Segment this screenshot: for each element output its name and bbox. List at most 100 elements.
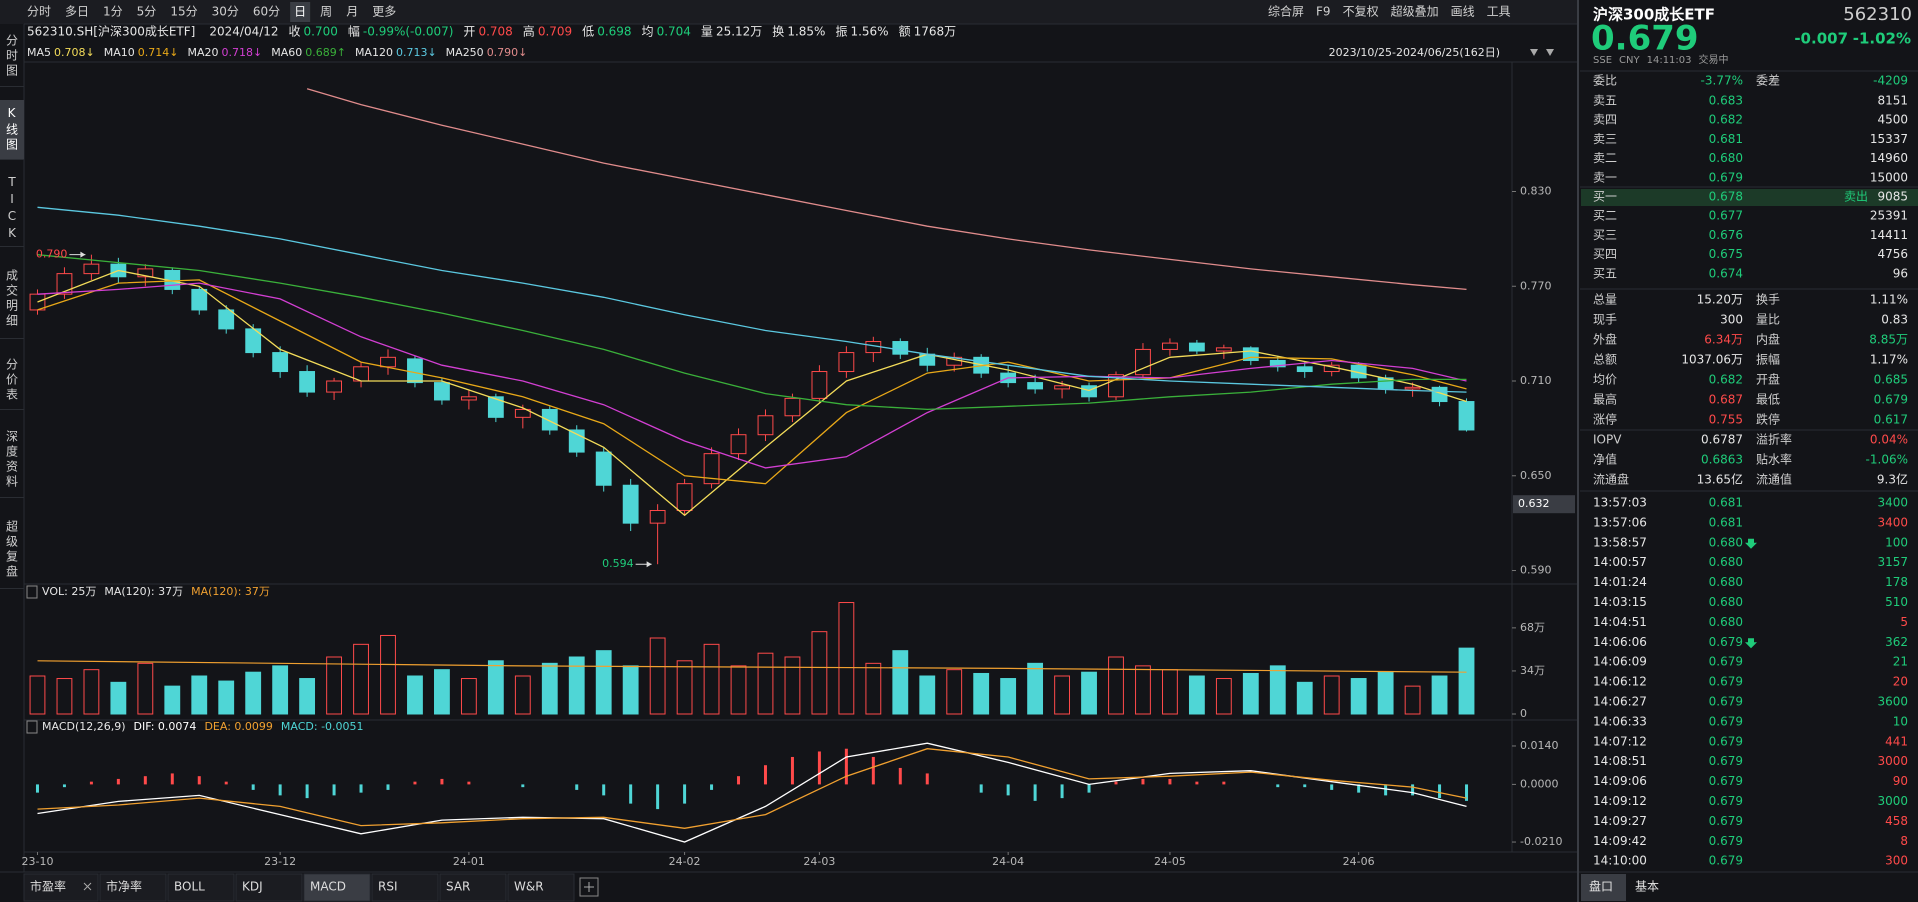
trade-time: 14:10:00 [1593, 854, 1647, 868]
volume-bar [1404, 685, 1421, 715]
panel-tab[interactable]: 基本 [1635, 880, 1659, 894]
annotation-arrowhead [646, 561, 652, 568]
side-tab[interactable]: TICK [0, 171, 24, 247]
trade-time: 13:57:03 [1593, 496, 1647, 510]
stat-label: 总额 [1593, 353, 1617, 367]
period-button[interactable]: 60分 [253, 5, 280, 19]
volume-bar [83, 669, 100, 715]
trade-time: 14:06:06 [1593, 635, 1647, 649]
trade-price: 0.679 [1709, 854, 1743, 868]
indicator-tab[interactable]: RSI [378, 880, 398, 894]
indicator-tab[interactable]: W&R [514, 880, 544, 894]
candle-body [541, 408, 558, 431]
x-tick-label: 24-01 [453, 855, 485, 868]
ask-label: 卖五 [1593, 94, 1617, 108]
stat-label: 内盘 [1756, 332, 1780, 347]
candle-body [1054, 385, 1070, 390]
y-tick-label: 0.590 [1520, 564, 1552, 577]
period-button[interactable]: 周 [320, 5, 332, 19]
candle-body [137, 268, 154, 278]
bid-price: 0.678 [1709, 190, 1743, 204]
indicator-tab[interactable]: KDJ [242, 880, 263, 894]
stat-value: -3.77% [1701, 74, 1743, 88]
trade-volume: 510 [1885, 595, 1908, 609]
quote-field-label: 额 [899, 25, 911, 39]
volume-bar [1000, 678, 1017, 715]
dropdown-icon [1530, 49, 1538, 56]
volume-bar [487, 660, 504, 715]
help-icon [26, 585, 38, 599]
panel-tab-bg[interactable] [1581, 874, 1626, 901]
panel-tab[interactable]: 盘口 [1589, 879, 1613, 894]
period-button[interactable]: 30分 [212, 5, 239, 19]
quote-change-pct: -1.02% [1853, 30, 1911, 48]
quote-field-label: 量 [701, 25, 713, 39]
indicator-tab-bg[interactable] [99, 873, 167, 902]
add-tab-icon [584, 882, 594, 892]
tool-button[interactable]: 不复权 [1343, 5, 1379, 19]
tool-button[interactable]: F9 [1316, 5, 1331, 19]
indicator-tab-bg[interactable] [167, 873, 235, 902]
volume-bar [676, 660, 693, 715]
indicator-tab[interactable]: MACD [310, 880, 346, 894]
side-tab[interactable]: 分价表 [0, 352, 24, 410]
side-tab[interactable]: K线图 [0, 100, 24, 160]
indicator-tab[interactable]: SAR [446, 880, 470, 894]
candle-body [1404, 386, 1421, 390]
indicator-tab-bg[interactable] [439, 873, 507, 902]
volume-bar [1431, 675, 1448, 715]
indicator-tab[interactable]: BOLL [174, 880, 205, 894]
period-button[interactable]: 15分 [170, 5, 197, 19]
volume-bar [1350, 678, 1367, 715]
period-button[interactable]: 多日 [65, 5, 89, 19]
tool-button[interactable]: 画线 [1451, 5, 1475, 19]
add-tab-icon[interactable] [579, 877, 599, 897]
dropdown-icon [1546, 49, 1554, 56]
stat-value: 9.3亿 [1877, 472, 1908, 487]
y-tick-label: 68万 [1520, 621, 1545, 634]
period-button[interactable]: 月 [346, 5, 358, 19]
bid-label: 买四 [1593, 247, 1617, 261]
tool-button[interactable]: 超级叠加 [1391, 4, 1439, 19]
trade-price: 0.679 [1709, 814, 1743, 828]
side-tab[interactable]: 分时图 [0, 27, 24, 87]
period-button[interactable]: 1分 [103, 5, 123, 19]
side-tab[interactable]: 深度资料 [0, 422, 24, 498]
indicator-tab-bg[interactable] [235, 873, 303, 902]
line [37, 748, 1467, 829]
ask-label: 卖二 [1593, 151, 1617, 165]
annotation-label: 0.790 [36, 248, 68, 261]
indicator-tab-bg[interactable] [303, 873, 371, 902]
period-button[interactable]: 日 [294, 5, 306, 19]
indicator-tab[interactable]: 市净率 [106, 879, 142, 894]
indicator-tab-bg[interactable] [23, 873, 99, 902]
trade-volume: 3400 [1877, 496, 1908, 510]
trade-price: 0.679 [1709, 834, 1743, 848]
quote-date: 2024/04/12 [209, 25, 278, 39]
panel-tab-bg[interactable] [1627, 874, 1672, 901]
tool-button[interactable]: 工具 [1487, 5, 1511, 19]
period-button[interactable]: 分时 [27, 5, 51, 19]
y-tick-label: -0.0210 [1520, 835, 1562, 848]
candle-body [487, 396, 504, 418]
candle-body [1215, 347, 1232, 352]
legend-text: MACD(12,26,9) [42, 720, 126, 733]
side-tab[interactable]: 成交明细 [0, 259, 24, 339]
quote-field-value: 25.12万 [716, 25, 762, 39]
volume-bar [757, 652, 774, 715]
tool-button[interactable]: 综合屏 [1268, 4, 1304, 19]
bid-volume: 96 [1893, 266, 1908, 280]
period-button[interactable]: 5分 [137, 5, 157, 19]
trade-volume: 3600 [1877, 695, 1908, 709]
indicator-tab-bg[interactable] [371, 873, 439, 902]
side-tab[interactable]: 超级复盘 [0, 511, 24, 589]
indicator-tab[interactable]: 市盈率 [30, 879, 66, 894]
quote-field-value: 0.698 [597, 25, 631, 39]
candle-body [622, 484, 639, 524]
trade-price: 0.679 [1709, 794, 1743, 808]
volume-bar [137, 662, 154, 715]
period-button[interactable]: 更多 [372, 5, 396, 19]
y-tick-label: 0 [1520, 707, 1527, 720]
indicator-tab-bg[interactable] [507, 873, 575, 902]
